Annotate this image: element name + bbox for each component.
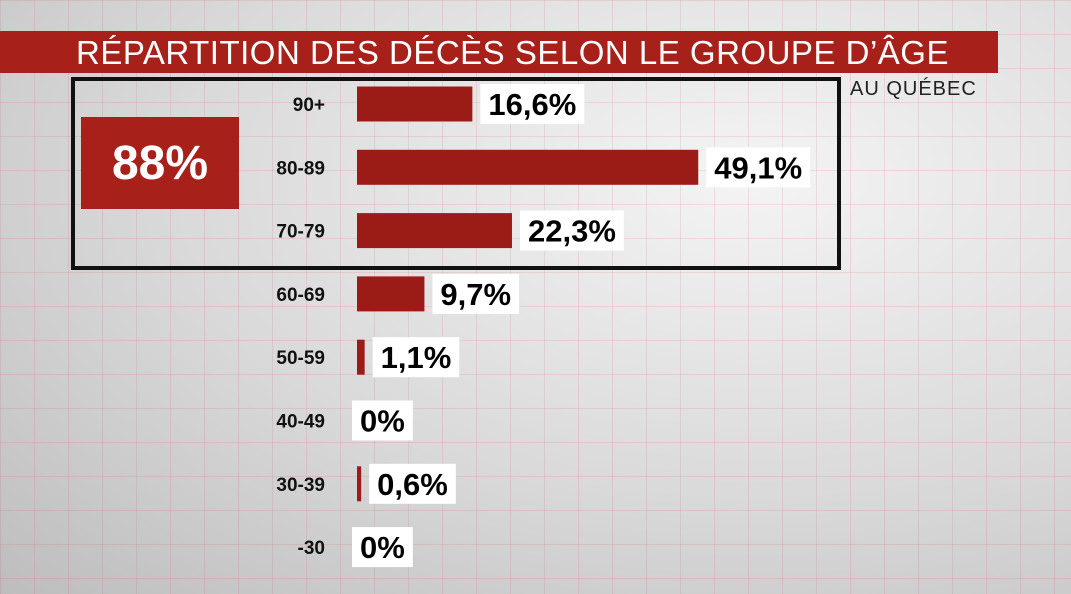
data-label-box bbox=[372, 337, 460, 378]
data-label: 0% bbox=[360, 404, 405, 439]
highlight-frame bbox=[71, 77, 841, 270]
bar bbox=[357, 149, 699, 185]
bar bbox=[357, 276, 425, 312]
bar bbox=[357, 339, 365, 375]
chart-subtitle: AU QUÉBEC bbox=[850, 78, 977, 100]
category-label: 60-69 bbox=[276, 285, 325, 306]
data-label: 22,3% bbox=[528, 214, 616, 249]
bar bbox=[357, 86, 473, 122]
data-label-box bbox=[519, 210, 624, 251]
data-label: 0,6% bbox=[377, 467, 448, 502]
category-label: 30-39 bbox=[276, 475, 325, 496]
category-label: -30 bbox=[298, 538, 325, 559]
data-label-box bbox=[432, 273, 520, 314]
data-label: 1,1% bbox=[381, 340, 452, 375]
category-label: 90+ bbox=[293, 95, 325, 116]
category-label: 50-59 bbox=[276, 348, 325, 369]
highlight-total-badge: 88% bbox=[81, 117, 239, 209]
data-label: 16,6% bbox=[488, 87, 576, 122]
bar bbox=[357, 213, 512, 249]
data-label: 9,7% bbox=[440, 277, 511, 312]
category-label: 40-49 bbox=[276, 412, 325, 433]
data-label-box bbox=[706, 147, 811, 188]
data-label-box bbox=[352, 400, 413, 441]
chart-title: RÉPARTITION DES DÉCÈS SELON LE GROUPE D’… bbox=[76, 34, 949, 71]
bar bbox=[357, 466, 362, 502]
data-label-box bbox=[352, 527, 413, 568]
data-label-box bbox=[369, 463, 456, 504]
title-bar bbox=[0, 31, 998, 73]
data-label-box bbox=[480, 84, 585, 124]
data-label: 0% bbox=[360, 530, 405, 565]
category-label: 70-79 bbox=[276, 222, 325, 243]
data-label: 49,1% bbox=[714, 150, 802, 185]
category-label: 80-89 bbox=[276, 158, 325, 179]
